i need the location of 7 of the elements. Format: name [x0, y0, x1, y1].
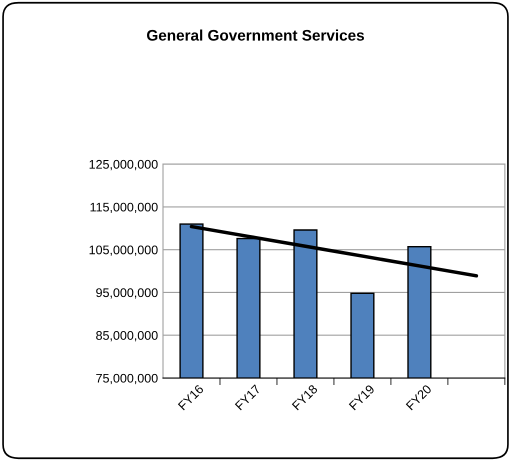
y-tick-label: 85,000,000	[96, 331, 158, 342]
y-tick-label: 105,000,000	[90, 245, 158, 256]
y-tick-label: 95,000,000	[96, 288, 158, 299]
chart-title: General Government Services	[147, 29, 364, 41]
y-tick-label: 115,000,000	[90, 202, 158, 214]
y-tick-label: 75,000,000	[96, 374, 158, 384]
y-tick-label: 125,000,000	[90, 160, 158, 170]
